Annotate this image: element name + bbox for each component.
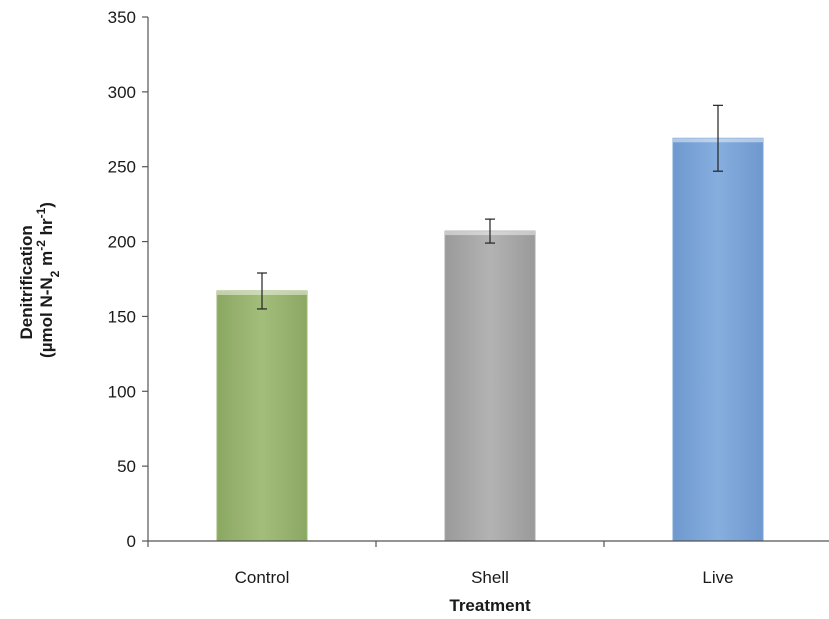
y-axis-title-mid2: hr [37,218,56,240]
y-tick-label: 0 [127,532,136,551]
bar-control [216,290,308,542]
error-bars [257,104,723,310]
y-axis-title-sup2: -1 [34,207,48,218]
y-tick-label: 50 [117,457,136,476]
y-tick-label: 150 [108,307,136,326]
y-axis-title-post: ) [37,202,56,208]
x-tick-label: Live [702,568,733,587]
y-axis-title-sup1: -2 [34,240,48,251]
x-axis-title: Treatment [449,596,531,615]
y-axis-title-sub: 2 [48,270,62,277]
y-axis-title-line1: Denitrification [17,225,36,339]
x-tick-label: Shell [471,568,509,587]
x-axis-ticks: Control Shell Live [147,541,734,587]
bar-shell [444,230,536,542]
y-tick-label: 300 [108,83,136,102]
y-axis-title-mid: m [37,251,56,271]
y-tick-label: 100 [108,382,136,401]
y-axis-title-line2: (µmol N-N2 m-2 hr-1) [34,202,62,358]
y-axis-ticks: 0 50 100 150 200 250 300 350 [108,8,148,551]
y-tick-label: 200 [108,233,136,252]
y-tick-label: 250 [108,158,136,177]
x-tick-label: Control [235,568,290,587]
y-axis-title-pre: (µmol N-N [37,277,56,358]
bars [216,137,764,542]
bar-live [672,137,764,542]
y-axis-title: Denitrification (µmol N-N2 m-2 hr-1) [17,202,62,358]
y-tick-label: 350 [108,8,136,27]
